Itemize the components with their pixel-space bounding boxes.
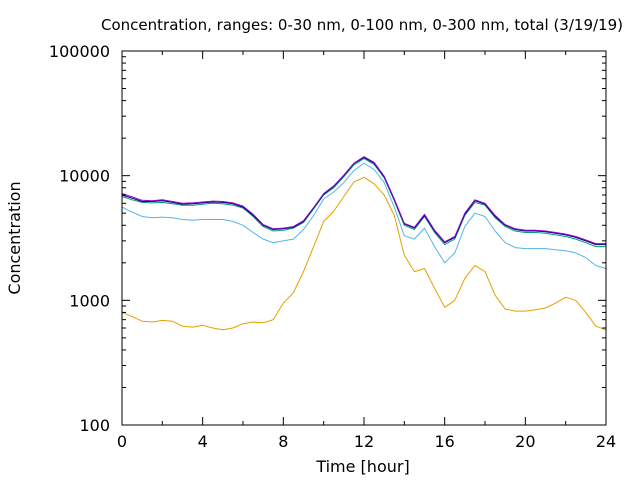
y-axis-title: Concentration <box>5 181 24 294</box>
x-tick-label: 8 <box>278 432 288 451</box>
series-line-3 <box>121 158 606 248</box>
y-tick-label: 100000 <box>49 42 110 61</box>
y-axis: 100 1000 10000 100000 <box>49 42 606 435</box>
series-line-2 <box>121 162 607 269</box>
x-axis: 0 4 8 12 16 20 24 <box>117 51 616 451</box>
y-tick-label: 10000 <box>59 167 110 186</box>
series-line-5 <box>121 156 606 245</box>
y-tick-label: 100 <box>79 416 110 435</box>
x-tick-label: 12 <box>354 432 374 451</box>
x-tick-label: 20 <box>515 432 535 451</box>
plot-frame <box>121 50 607 426</box>
series-line-4 <box>121 156 606 246</box>
x-axis-title: Time [hour] <box>315 457 409 476</box>
series-group <box>121 156 607 331</box>
chart-title: Concentration, ranges: 0-30 nm, 0-100 nm… <box>101 16 623 34</box>
x-tick-label: 16 <box>434 432 454 451</box>
x-tick-label: 0 <box>117 432 127 451</box>
x-tick-label: 24 <box>596 432 616 451</box>
x-tick-label: 4 <box>198 432 208 451</box>
series-line-1 <box>121 176 607 331</box>
y-tick-label: 1000 <box>69 291 110 310</box>
